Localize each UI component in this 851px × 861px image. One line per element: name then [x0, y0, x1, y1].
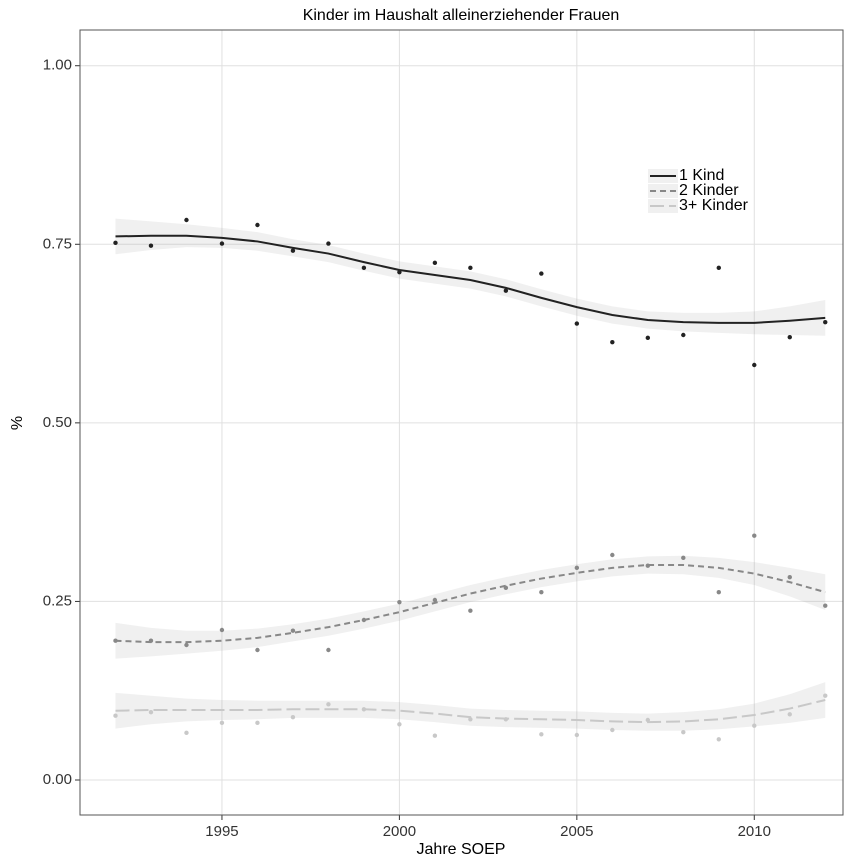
data-point	[716, 589, 721, 595]
data-point	[468, 265, 473, 271]
data-point	[823, 603, 828, 608]
data-point	[787, 574, 792, 580]
x-tick-label: 2005	[560, 823, 593, 840]
data-point	[184, 730, 189, 736]
data-point	[361, 265, 367, 271]
data-point	[752, 362, 757, 368]
x-tick-label: 2010	[738, 823, 771, 840]
data-point	[184, 217, 189, 223]
data-point	[255, 720, 260, 726]
data-point	[397, 722, 402, 727]
data-point	[823, 693, 828, 698]
smooth-line	[115, 699, 826, 724]
data-point	[787, 334, 792, 340]
data-point	[290, 248, 296, 253]
data-point	[326, 702, 331, 707]
data-point	[681, 332, 686, 338]
data-point	[219, 720, 225, 726]
data-point	[113, 240, 118, 246]
data-point	[148, 243, 154, 248]
chart-title: Kinder im Haushalt alleinerziehender Fra…	[303, 7, 620, 24]
y-axis-label: %	[9, 416, 26, 430]
data-point	[539, 271, 544, 276]
data-point	[503, 288, 509, 293]
data-point	[574, 321, 580, 326]
x-tick-label: 2000	[383, 823, 416, 840]
data-point	[823, 319, 828, 325]
data-point	[610, 727, 615, 733]
data-point	[645, 335, 651, 341]
y-tick-label: 0.25	[43, 592, 72, 609]
y-tick-label: 0.50	[43, 414, 72, 431]
data-point	[113, 713, 118, 718]
y-tick-label: 0.00	[43, 771, 72, 788]
data-point	[290, 628, 296, 633]
data-point	[326, 241, 331, 246]
data-point	[219, 627, 225, 633]
data-point	[397, 599, 402, 605]
y-tick-label: 0.75	[43, 235, 72, 252]
data-point	[574, 565, 580, 571]
y-tick-label: 1.00	[43, 57, 72, 74]
data-point	[574, 732, 580, 738]
data-point	[255, 222, 260, 228]
data-point	[326, 647, 331, 653]
legend-label: 3+ Kinder	[679, 197, 749, 214]
data-point	[610, 339, 615, 345]
data-point	[148, 709, 154, 715]
x-axis-label: Jahre SOEP	[417, 841, 506, 858]
data-point	[219, 241, 225, 246]
data-point	[716, 737, 721, 742]
legend-label: 1 Kind	[679, 167, 724, 184]
panel-border	[79, 29, 844, 816]
data-point	[787, 712, 792, 717]
data-point	[432, 597, 438, 603]
x-tick-label: 1995	[205, 823, 238, 840]
legend-label: 2 Kinder	[679, 182, 739, 199]
data-point	[432, 733, 438, 738]
data-point	[468, 608, 473, 613]
data-point	[184, 642, 189, 648]
data-point	[255, 647, 260, 653]
data-point	[716, 265, 721, 271]
smooth-line	[115, 234, 826, 324]
data-point	[468, 717, 473, 722]
data-point	[645, 717, 651, 723]
data-point	[752, 533, 757, 538]
data-point	[539, 732, 544, 737]
data-point	[290, 714, 296, 720]
data-point	[681, 555, 686, 561]
data-point	[432, 260, 438, 266]
data-point	[681, 729, 686, 735]
data-point	[539, 589, 544, 595]
data-point	[610, 552, 615, 558]
data-point	[752, 723, 757, 728]
